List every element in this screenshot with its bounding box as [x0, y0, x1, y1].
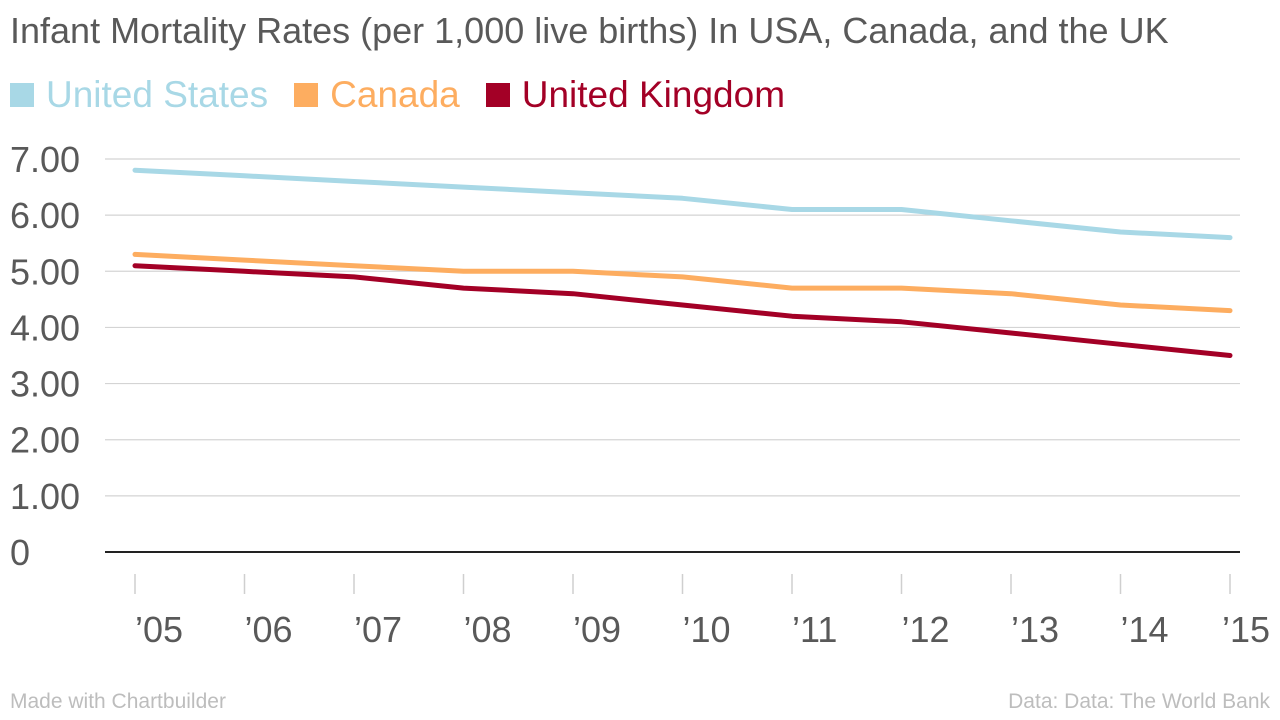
footer-source: Data: Data: The World Bank [1008, 690, 1270, 713]
x-tick-label: ’14 [1121, 609, 1169, 650]
x-tick-label: ’09 [573, 609, 621, 650]
series-line-united-kingdom [132, 263, 1233, 358]
y-tick-label: 5.00 [10, 251, 80, 292]
y-tick-label: 6.00 [10, 195, 80, 236]
x-axis-ticks: ’05 ’06 ’07 ’08 ’09 ’10 ’11 ’12 ’13 ’14 ’15 [134, 574, 1270, 650]
y-tick-label: 4.00 [10, 307, 80, 348]
x-tick-label: ’12 [902, 609, 950, 650]
legend-swatch-united-kingdom [485, 83, 510, 107]
y-tick-label: 7.00 [10, 139, 80, 180]
legend-item-canada: Canada [294, 74, 460, 116]
y-tick-label: 2.00 [10, 420, 80, 461]
series-line-canada [132, 251, 1233, 314]
x-tick-label: ’11 [792, 609, 837, 650]
series-line-united-states [132, 167, 1233, 241]
x-tick-label: ’07 [354, 609, 402, 650]
x-tick-label: ’08 [464, 609, 512, 650]
x-tick-label: ’06 [245, 609, 293, 650]
legend-item-united-kingdom: United Kingdom [485, 74, 786, 116]
legend-label-united-states: United States [46, 74, 269, 115]
legend: United States Canada United Kingdom [10, 74, 811, 116]
y-tick-label: 0 [10, 532, 30, 573]
legend-swatch-united-states [10, 83, 34, 107]
y-tick-label: 1.00 [10, 476, 80, 517]
series-lines [132, 167, 1233, 358]
legend-label-canada: Canada [330, 74, 460, 115]
y-axis-ticks: 0 1.00 2.00 3.00 4.00 5.00 6.00 7.00 [10, 139, 80, 573]
legend-swatch-canada [294, 83, 319, 107]
x-tick-label: ’05 [135, 609, 183, 650]
legend-label-united-kingdom: United Kingdom [521, 74, 786, 115]
gridlines [105, 158, 1240, 553]
footer-credit: Made with Chartbuilder [10, 690, 226, 713]
y-tick-label: 3.00 [10, 364, 80, 405]
legend-item-united-states: United States [10, 74, 268, 116]
x-tick-label: ’13 [1011, 609, 1059, 650]
chart-title: Infant Mortality Rates (per 1,000 live b… [10, 10, 1169, 51]
x-tick-label: ’10 [683, 609, 731, 650]
x-tick-label: ’15 [1222, 609, 1270, 650]
